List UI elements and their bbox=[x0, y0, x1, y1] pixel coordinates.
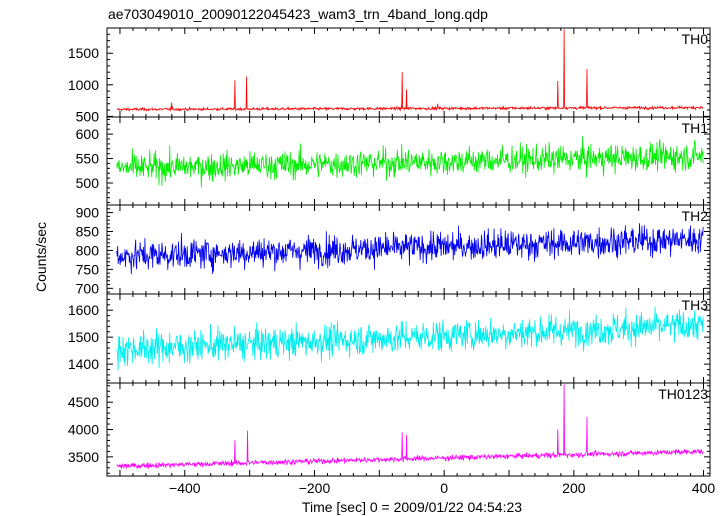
y-tick-label: 850 bbox=[76, 224, 100, 240]
series-line-th2 bbox=[116, 223, 704, 275]
panel-frame bbox=[106, 382, 711, 477]
y-tick-label: 550 bbox=[76, 151, 100, 167]
y-tick-label: 500 bbox=[76, 175, 100, 191]
x-tick-label: 0 bbox=[440, 480, 448, 496]
y-tick-label: 3500 bbox=[68, 449, 99, 465]
x-axis: −400 −200 0 200 400 bbox=[169, 480, 715, 496]
y-tick-label: 1500 bbox=[68, 329, 99, 345]
series-line-th1 bbox=[116, 136, 704, 188]
panel-th1: 500 550 600 TH1 bbox=[76, 116, 711, 206]
panel-th2: 700 750 800 850 900 TH2 bbox=[76, 204, 711, 296]
panel-frame bbox=[106, 27, 711, 118]
y-tick-label: 750 bbox=[76, 261, 100, 277]
y-tick-label: 900 bbox=[76, 205, 100, 221]
series-line-th3 bbox=[116, 306, 704, 370]
x-tick-label: 400 bbox=[692, 480, 716, 496]
panel-name: TH1 bbox=[682, 120, 709, 136]
x-tick-label: 200 bbox=[562, 480, 586, 496]
y-tick-label: 800 bbox=[76, 242, 100, 258]
y-tick-label: 500 bbox=[76, 108, 100, 124]
y-tick-label: 1400 bbox=[68, 356, 99, 372]
y-tick-label: 1600 bbox=[68, 302, 99, 318]
y-tick-label: 4500 bbox=[68, 394, 99, 410]
y-tick-label: 600 bbox=[76, 126, 100, 142]
panel-name: TH0123 bbox=[658, 386, 708, 402]
x-tick-label: −400 bbox=[169, 480, 201, 496]
y-axis-label: Counts/sec bbox=[33, 222, 49, 292]
y-tick-label: 700 bbox=[76, 280, 100, 296]
panels: 500 1000 1500 TH0 500 550 600 TH1 700 750 800 850 90… bbox=[68, 27, 711, 477]
chart-title: ae703049010_20090122045423_wam3_trn_4ban… bbox=[108, 6, 488, 22]
series-line-th0 bbox=[116, 29, 704, 112]
x-axis-label: Time [sec] 0 = 2009/01/22 04:54:23 bbox=[302, 499, 522, 515]
x-tick-label: −200 bbox=[299, 480, 331, 496]
panel-th3: 1400 1500 1600 TH3 bbox=[68, 293, 711, 384]
y-tick-label: 4000 bbox=[68, 422, 99, 438]
panel-th0: 500 1000 1500 TH0 bbox=[68, 27, 711, 124]
panel-name: TH0 bbox=[682, 31, 709, 47]
panel-th0123: 3500 4000 4500 TH0123 bbox=[68, 382, 711, 477]
panel-name: TH2 bbox=[682, 208, 709, 224]
series-line-th0123 bbox=[116, 384, 704, 470]
panel-name: TH3 bbox=[682, 297, 709, 313]
y-tick-label: 1500 bbox=[68, 45, 99, 61]
y-tick-label: 1000 bbox=[68, 77, 99, 93]
